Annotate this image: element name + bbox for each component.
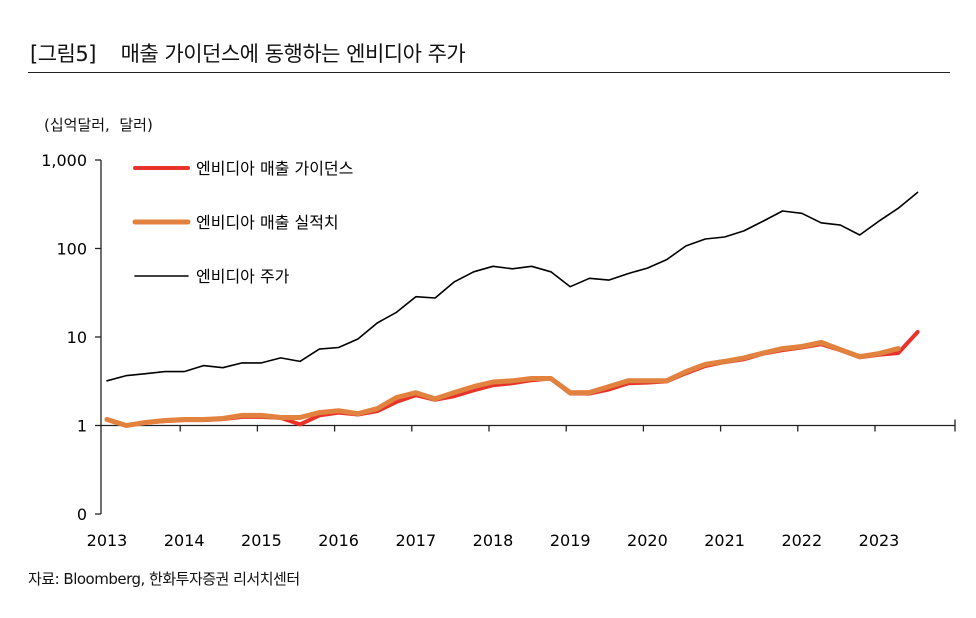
- x-tick-label: 2016: [318, 531, 359, 550]
- x-tick-label: 2018: [473, 531, 514, 550]
- y-tick-label: 100: [56, 240, 87, 259]
- legend-label: 엔비디아 매출 실적치: [196, 213, 339, 232]
- x-tick-label: 2022: [781, 531, 822, 550]
- y-tick-label: 0: [77, 505, 87, 524]
- unit-label: (십억달러, 달러): [44, 116, 153, 134]
- x-tick-label: 2023: [859, 531, 900, 550]
- x-tick-label: 2021: [704, 531, 745, 550]
- x-tick-label: 2015: [241, 531, 282, 550]
- x-tick-label: 2014: [164, 531, 205, 550]
- x-tick-label: 2013: [87, 531, 128, 550]
- series-line-3: [106, 191, 919, 382]
- figure-title: [그림5] 매출 가이던스에 동행하는 엔비디아 주가: [30, 42, 466, 66]
- x-tick-label: 2017: [395, 531, 436, 550]
- legend-label: 엔비디아 주가: [196, 267, 290, 286]
- x-tick-label: 2020: [627, 531, 668, 550]
- y-tick-label: 1,000: [41, 151, 87, 170]
- title-divider: [28, 72, 950, 73]
- y-tick-label: 1: [77, 417, 87, 436]
- x-tick-label: 2019: [550, 531, 591, 550]
- source-note: 자료: Bloomberg, 한화투자증권 리서치센터: [28, 570, 300, 588]
- y-tick-label: 10: [67, 328, 87, 347]
- legend-label: 엔비디아 매출 가이던스: [196, 159, 353, 178]
- series-line-2: [104, 339, 901, 428]
